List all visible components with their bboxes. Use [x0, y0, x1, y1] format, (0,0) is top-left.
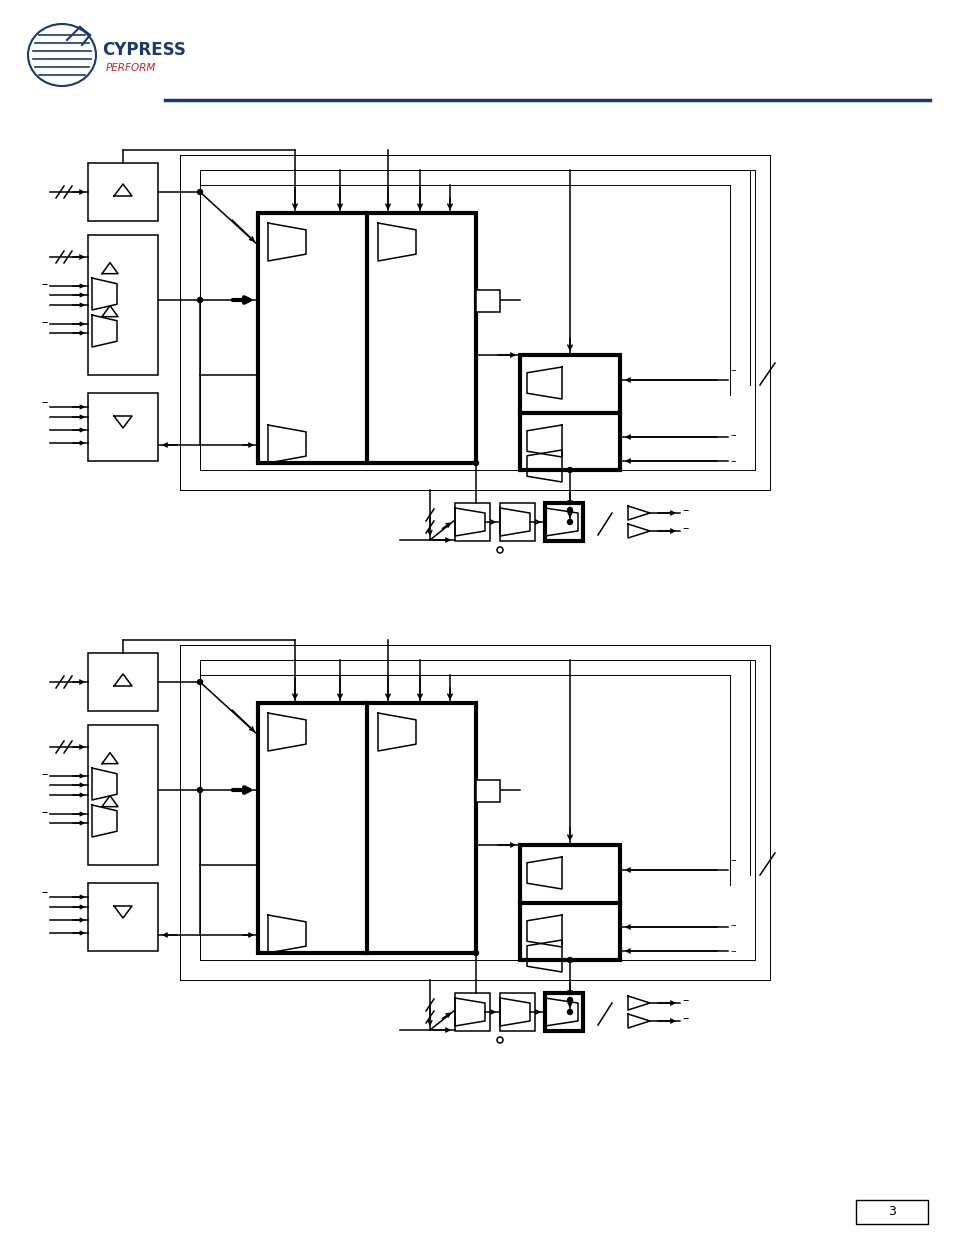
Circle shape: [197, 679, 202, 684]
Text: –: –: [681, 505, 687, 517]
Text: –: –: [42, 396, 48, 410]
Text: –: –: [729, 366, 735, 375]
Bar: [257, 703, 476, 953]
Bar: [88, 393, 158, 461]
Bar: [88, 883, 158, 951]
Circle shape: [567, 468, 572, 473]
Bar: [455, 503, 490, 541]
Bar: [200, 170, 754, 471]
Bar: [257, 703, 476, 761]
Text: –: –: [729, 855, 735, 864]
Text: 3: 3: [887, 1205, 895, 1219]
Circle shape: [197, 788, 202, 793]
Text: –: –: [729, 920, 735, 930]
Bar: [257, 212, 476, 270]
Circle shape: [473, 951, 478, 956]
Circle shape: [567, 1009, 572, 1014]
Text: –: –: [681, 1013, 687, 1025]
Bar: [88, 235, 158, 375]
Text: –: –: [681, 522, 687, 536]
Bar: [499, 503, 535, 541]
Bar: [88, 653, 158, 711]
Circle shape: [197, 298, 202, 303]
Bar: [180, 645, 769, 981]
Circle shape: [473, 461, 478, 466]
Bar: [544, 503, 582, 541]
Bar: [200, 659, 754, 960]
Bar: [544, 993, 582, 1031]
Text: –: –: [42, 768, 48, 782]
Bar: [519, 354, 619, 471]
Text: CYPRESS: CYPRESS: [102, 41, 186, 59]
Circle shape: [567, 520, 572, 525]
Circle shape: [567, 998, 572, 1003]
Circle shape: [197, 189, 202, 194]
Text: –: –: [42, 279, 48, 291]
Bar: [855, 1200, 927, 1224]
Bar: [476, 781, 499, 802]
Text: –: –: [729, 430, 735, 440]
Bar: [519, 845, 619, 960]
Circle shape: [567, 957, 572, 962]
Bar: [476, 290, 499, 312]
Bar: [499, 993, 535, 1031]
Circle shape: [567, 508, 572, 513]
Bar: [88, 163, 158, 221]
Text: –: –: [729, 946, 735, 956]
Text: –: –: [681, 994, 687, 1008]
Bar: [455, 993, 490, 1031]
Bar: [180, 156, 769, 490]
Text: –: –: [42, 316, 48, 330]
Text: PERFORM: PERFORM: [106, 63, 156, 73]
Bar: [88, 725, 158, 864]
Text: –: –: [729, 456, 735, 466]
Text: –: –: [42, 806, 48, 820]
Bar: [257, 212, 476, 463]
Text: –: –: [42, 887, 48, 899]
